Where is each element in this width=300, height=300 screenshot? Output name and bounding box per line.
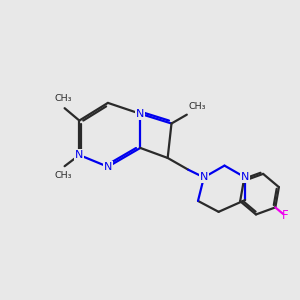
Text: F: F bbox=[282, 209, 288, 222]
Text: N: N bbox=[200, 172, 208, 182]
Text: N: N bbox=[75, 150, 83, 160]
Text: CH₃: CH₃ bbox=[54, 94, 72, 103]
Text: CH₃: CH₃ bbox=[188, 102, 206, 111]
Text: CH₃: CH₃ bbox=[54, 172, 72, 181]
Text: N: N bbox=[241, 172, 249, 182]
Text: N: N bbox=[104, 162, 112, 172]
Text: N: N bbox=[136, 109, 145, 119]
